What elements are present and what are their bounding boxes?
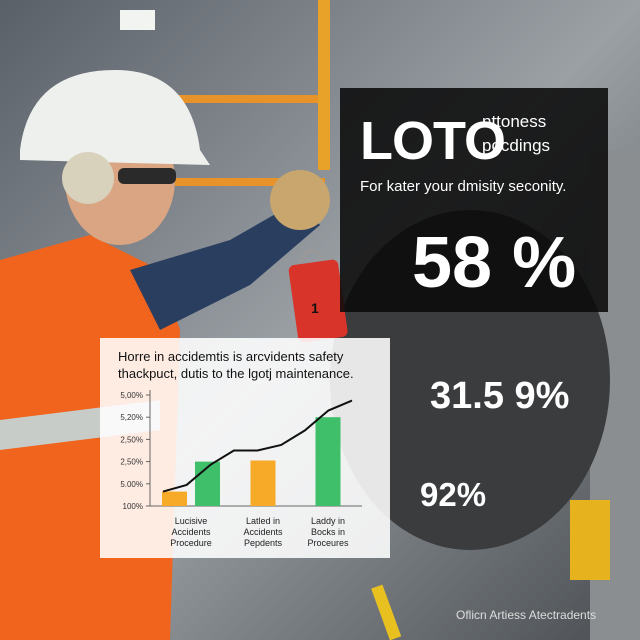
bar [315, 417, 341, 506]
chart-title: Horre in accidemtis is arcvidents safety… [118, 349, 354, 381]
helmet [20, 70, 210, 165]
ear-muff [62, 152, 114, 204]
x-tick-label: Latled in Accidents Pepdents [243, 516, 283, 548]
text-panel [340, 88, 608, 312]
chart-panel [100, 338, 390, 558]
light [120, 10, 155, 30]
padlock-label: 1 [311, 300, 319, 316]
side-text: nttoness pocdings [482, 112, 551, 155]
glasses [118, 168, 176, 184]
pillar [318, 0, 330, 170]
glove [270, 170, 330, 230]
y-tick-label: 2,50% [120, 435, 143, 444]
y-tick-label: 100% [123, 502, 143, 511]
y-tick-label: 5,00% [120, 391, 143, 400]
title: LOTO [360, 111, 506, 171]
beam [175, 178, 325, 186]
y-tick-label: 5.00% [120, 480, 143, 489]
stat: 92% [420, 476, 487, 513]
footer: Oflicn Artiess Atectradents [456, 608, 597, 622]
trend-line [162, 399, 353, 493]
device [570, 500, 610, 580]
stat: 31.5 9% [430, 375, 570, 417]
shackle [298, 249, 326, 264]
x-tick-label: Lucisive Accidents Procedure [170, 516, 212, 548]
beam [170, 95, 330, 103]
x-tick-label: Laddy in Bocks in Proceures [307, 516, 349, 548]
subtitle: For kater your dmisity seconity. [360, 178, 567, 195]
bar [250, 460, 276, 506]
bar [162, 491, 187, 506]
floor-line [371, 584, 402, 640]
y-tick-label: 2,50% [120, 458, 143, 467]
padlock [288, 259, 348, 343]
bar [195, 461, 220, 506]
stat: 58 % [412, 223, 577, 303]
y-tick-label: 5,20% [120, 413, 143, 422]
arm [130, 200, 320, 330]
